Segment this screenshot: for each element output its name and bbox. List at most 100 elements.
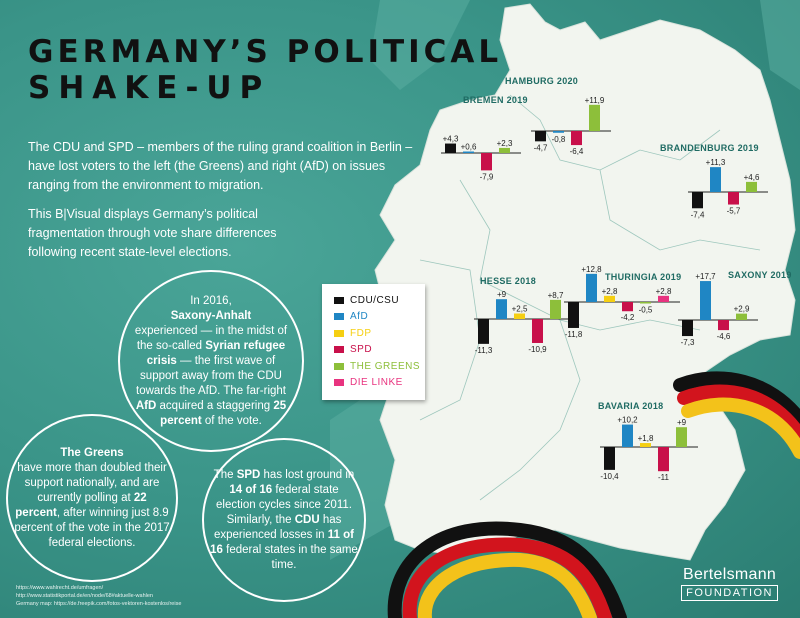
bar-fdp	[514, 313, 525, 319]
highlight-text: Saxony-Anhalt	[170, 309, 252, 322]
page-title-line2: SHAKE-UP	[28, 70, 271, 106]
bubble-text: has experienced losses in	[213, 513, 342, 541]
highlight-text: 14 of 16	[229, 483, 273, 496]
legend-swatch	[334, 329, 344, 337]
data-label: +10,2	[617, 416, 638, 425]
data-label: -7,3	[681, 338, 695, 347]
germany-landmass	[369, 3, 796, 561]
data-label: -0,5	[639, 306, 653, 315]
bertelsmann-logo: Bertelsmann FOUNDATION	[681, 566, 778, 601]
highlight-text: Syrian refugee crisis	[146, 339, 286, 367]
bar-spd	[718, 320, 729, 331]
data-label: -11,8	[565, 330, 583, 339]
data-label: +9	[677, 418, 687, 427]
bubble-text: The	[213, 468, 237, 481]
bar-cdu-csu	[445, 143, 456, 153]
bar-afd	[622, 424, 633, 447]
data-label: -7,9	[480, 172, 494, 181]
highlight-text: CDU	[294, 513, 320, 526]
bar-afd	[700, 281, 711, 320]
legend-item-fdp: FDP	[334, 325, 425, 342]
data-label: -4,6	[717, 332, 731, 341]
highlight-text: The Greens	[60, 446, 124, 459]
state-borders	[419, 94, 761, 501]
bar-cdu-csu	[568, 302, 579, 328]
legend-swatch	[334, 346, 344, 354]
legend-item-greens: THE GREENS	[334, 358, 425, 375]
chart-svg: -4,7 -0,8 -6,4 +11,9	[531, 96, 611, 156]
bar-the-greens	[499, 147, 510, 153]
bar-cdu-csu	[682, 320, 693, 337]
legend-swatch	[334, 379, 344, 387]
chart-title: BRANDENBURG 2019	[660, 143, 759, 153]
data-label: +9	[497, 290, 507, 299]
data-label: +8,7	[548, 291, 564, 300]
data-label: -11,3	[475, 346, 493, 355]
legend-item-cdu: CDU/CSU	[334, 292, 425, 309]
bar-cdu-csu	[604, 447, 615, 470]
sources: https://www.wahlrecht.de/umfragen/ http:…	[16, 584, 181, 608]
bar-spd	[481, 153, 492, 171]
chart-svg: +4,3+0,6 -7,9 +2,3	[441, 135, 521, 181]
data-label: -11	[658, 473, 670, 482]
data-label: -6,4	[570, 147, 584, 156]
data-label: +2,9	[734, 305, 750, 314]
bar-cdu-csu	[692, 192, 703, 209]
data-label: +1,8	[638, 434, 654, 443]
data-label: +2,5	[512, 305, 528, 314]
data-label: +11,9	[585, 96, 605, 105]
bar-spd	[728, 192, 739, 205]
data-label: +12,8	[581, 265, 602, 274]
data-label: -4,7	[534, 143, 548, 152]
data-label: +4,6	[744, 173, 760, 182]
legend-label: DIE LINKE	[350, 377, 403, 389]
bubble-text: has lost ground in	[260, 468, 355, 481]
legend-swatch	[334, 296, 344, 304]
bubble-text: have more than doubled their support nat…	[17, 461, 167, 504]
bar-afd	[496, 299, 507, 319]
bubble-text: of the vote.	[201, 414, 262, 427]
legend-label: FDP	[350, 327, 372, 339]
bar-spd	[532, 319, 543, 343]
data-label: +4,3	[443, 135, 459, 144]
bar-spd	[571, 131, 582, 146]
bubble-text: federal states in the same time.	[222, 543, 358, 571]
party-legend: CDU/CSU AfD FDP SPD THE GREENS DIE LINKE	[322, 284, 425, 400]
legend-item-linke: DIE LINKE	[334, 375, 425, 392]
legend-swatch	[334, 362, 344, 370]
legend-label: SPD	[350, 344, 373, 356]
legend-swatch	[334, 313, 344, 321]
bar-spd	[622, 302, 633, 312]
bar-spd	[658, 447, 669, 472]
bubble-text: acquired a staggering	[156, 399, 274, 412]
data-label: +2,3	[497, 139, 513, 148]
fact-bubble-greens: The Greens have more than doubled their …	[6, 414, 178, 582]
legend-label: CDU/CSU	[350, 294, 400, 306]
legend-item-spd: SPD	[334, 342, 425, 359]
bubble-text: — the first wave of support away from th…	[136, 354, 286, 397]
bar-afd	[710, 167, 721, 192]
chart-title: BREMEN 2019	[463, 95, 528, 105]
bar-afd	[553, 131, 564, 133]
bubble-text: In 2016,	[190, 294, 232, 307]
chart-title: THURINGIA 2019	[605, 272, 682, 282]
bar-die-linke	[658, 295, 669, 302]
bar-cdu-csu	[478, 319, 489, 344]
bar-fdp	[604, 295, 615, 302]
bar-the-greens	[550, 299, 561, 319]
chart-title: HAMBURG 2020	[505, 76, 579, 86]
bar-afd	[463, 151, 474, 153]
source-link[interactable]: https://www.wahlrecht.de/umfragen/	[16, 585, 104, 591]
highlight-text: 22 percent	[15, 491, 147, 519]
source-link[interactable]: Germany map: https://de.freepik.com/foto…	[16, 601, 182, 607]
chart-svg: -11,8 +12,8 +2,8 -4,2 -0,5 +2,8	[564, 265, 680, 339]
chart-svg: -7,3 +17,7 -4,6 +2,9	[678, 272, 758, 347]
highlight-text: 11 of 16	[210, 528, 354, 556]
source-link[interactable]: http://www.statistikportal.de/en/node/68…	[16, 593, 153, 599]
fact-bubble-spd: The SPD has lost ground in 14 of 16 fede…	[202, 438, 366, 602]
bar-the-greens	[736, 313, 747, 320]
bubble-text: federal state election cycles since 2011…	[216, 483, 352, 526]
highlight-text: SPD	[236, 468, 261, 481]
bar-the-greens	[676, 427, 687, 447]
